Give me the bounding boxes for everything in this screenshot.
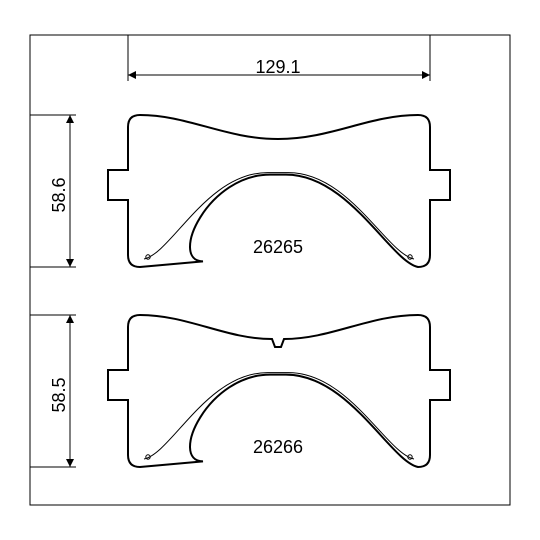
brake-pad-2-height-label: 58.5	[49, 377, 69, 412]
technical-drawing: 129.1 26265 58.6 26266 58.5	[0, 0, 540, 540]
brake-pad-1-height-dim: 58.6	[30, 115, 76, 267]
brake-pad-2: 26266	[108, 315, 450, 467]
brake-pad-1-part-number: 26265	[253, 237, 303, 257]
brake-pad-1-height-label: 58.6	[49, 177, 69, 212]
drawing-frame	[30, 35, 510, 505]
width-dimension-label: 129.1	[255, 57, 300, 77]
brake-pad-2-height-dim: 58.5	[30, 315, 76, 467]
brake-pad-2-part-number: 26266	[253, 437, 303, 457]
brake-pad-1: 26265	[108, 115, 450, 267]
